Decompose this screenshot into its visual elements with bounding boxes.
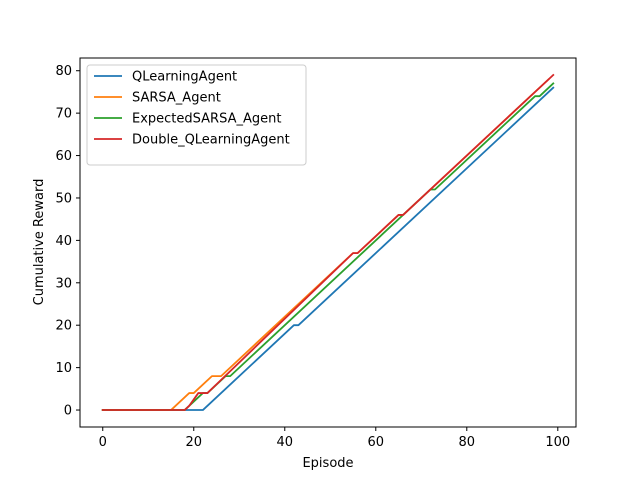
y-tick-label: 10	[55, 361, 72, 376]
y-tick-label: 60	[55, 149, 72, 164]
axes-frame	[79, 57, 577, 428]
x-ticks: 0 20 40 60 80 100	[99, 427, 570, 450]
y-axis-label: Cumulative Reward	[32, 179, 47, 306]
legend-box	[86, 64, 307, 166]
x-tick-label: 20	[185, 435, 202, 450]
x-tick-label: 100	[545, 435, 570, 450]
x-tick-label: 0	[99, 435, 107, 450]
x-tick-label: 80	[459, 435, 476, 450]
y-tick-label: 20	[55, 319, 72, 334]
legend-label: ExpectedSARSA_Agent	[132, 112, 281, 127]
legend-label: QLearningAgent	[132, 70, 237, 85]
x-tick-label: 60	[368, 435, 385, 450]
legend-label: Double_QLearningAgent	[132, 133, 290, 148]
y-tick-label: 70	[55, 107, 72, 122]
y-tick-label: 0	[64, 404, 72, 419]
series-line-2	[101, 82, 555, 411]
y-tick-label: 30	[55, 276, 72, 291]
y-tick-label: 80	[55, 64, 72, 79]
legend: QLearningAgent SARSA_Agent ExpectedSARSA_A…	[86, 64, 307, 166]
y-ticks: 0 10 20 30 40 50 60 70 80	[55, 64, 80, 419]
series-line-3	[101, 73, 555, 411]
y-tick-label: 50	[55, 191, 72, 206]
x-axis-label: Episode	[302, 456, 353, 471]
x-tick-label: 40	[276, 435, 293, 450]
legend-label: SARSA_Agent	[132, 91, 221, 106]
y-tick-label: 40	[55, 234, 72, 249]
plot-area	[101, 73, 555, 411]
